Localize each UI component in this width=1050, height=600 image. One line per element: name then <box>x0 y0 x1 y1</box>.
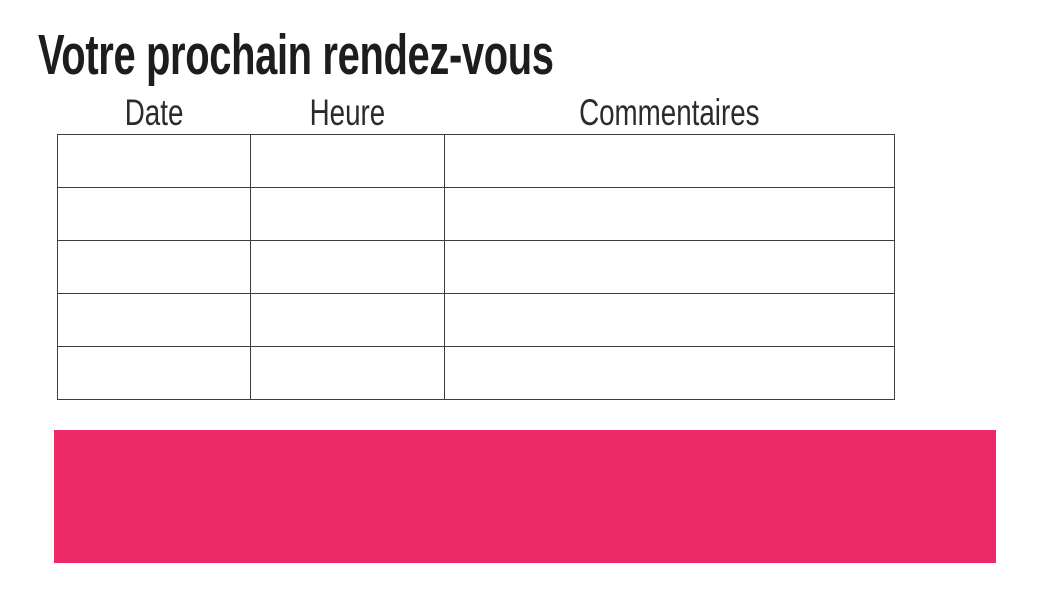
table-cell <box>57 293 251 348</box>
table-cell <box>250 293 445 348</box>
page-title-text: Votre prochain rendez-vous <box>38 23 554 87</box>
page-title: Votre prochain rendez-vous <box>38 27 775 84</box>
table-row <box>57 346 895 401</box>
table-cell <box>57 346 251 401</box>
table-cell <box>250 239 445 295</box>
table-cell <box>250 186 445 241</box>
column-header-date-label: Date <box>124 92 184 134</box>
table-row <box>57 186 895 241</box>
table-cell <box>444 133 895 188</box>
table-cell <box>57 239 251 295</box>
table-cell <box>444 293 895 348</box>
table-cell <box>444 239 895 295</box>
pink-banner <box>54 430 996 563</box>
table-cell <box>250 346 445 401</box>
table-cell <box>250 133 445 188</box>
table-cell <box>57 133 251 188</box>
table-cell <box>444 346 895 401</box>
column-header-commentaires-label: Commentaires <box>579 92 760 134</box>
table-header-row: Date Heure Commentaires <box>58 93 895 134</box>
column-header-heure: Heure <box>251 93 445 134</box>
table-body <box>57 133 895 401</box>
table-cell <box>57 186 251 241</box>
table-row <box>57 133 895 188</box>
table-cell <box>444 186 895 241</box>
appointment-table: Date Heure Commentaires <box>57 93 895 401</box>
column-header-commentaires: Commentaires <box>445 93 895 134</box>
column-header-heure-label: Heure <box>309 92 386 134</box>
column-header-date: Date <box>58 93 251 134</box>
table-row <box>57 239 895 295</box>
table-row <box>57 293 895 348</box>
